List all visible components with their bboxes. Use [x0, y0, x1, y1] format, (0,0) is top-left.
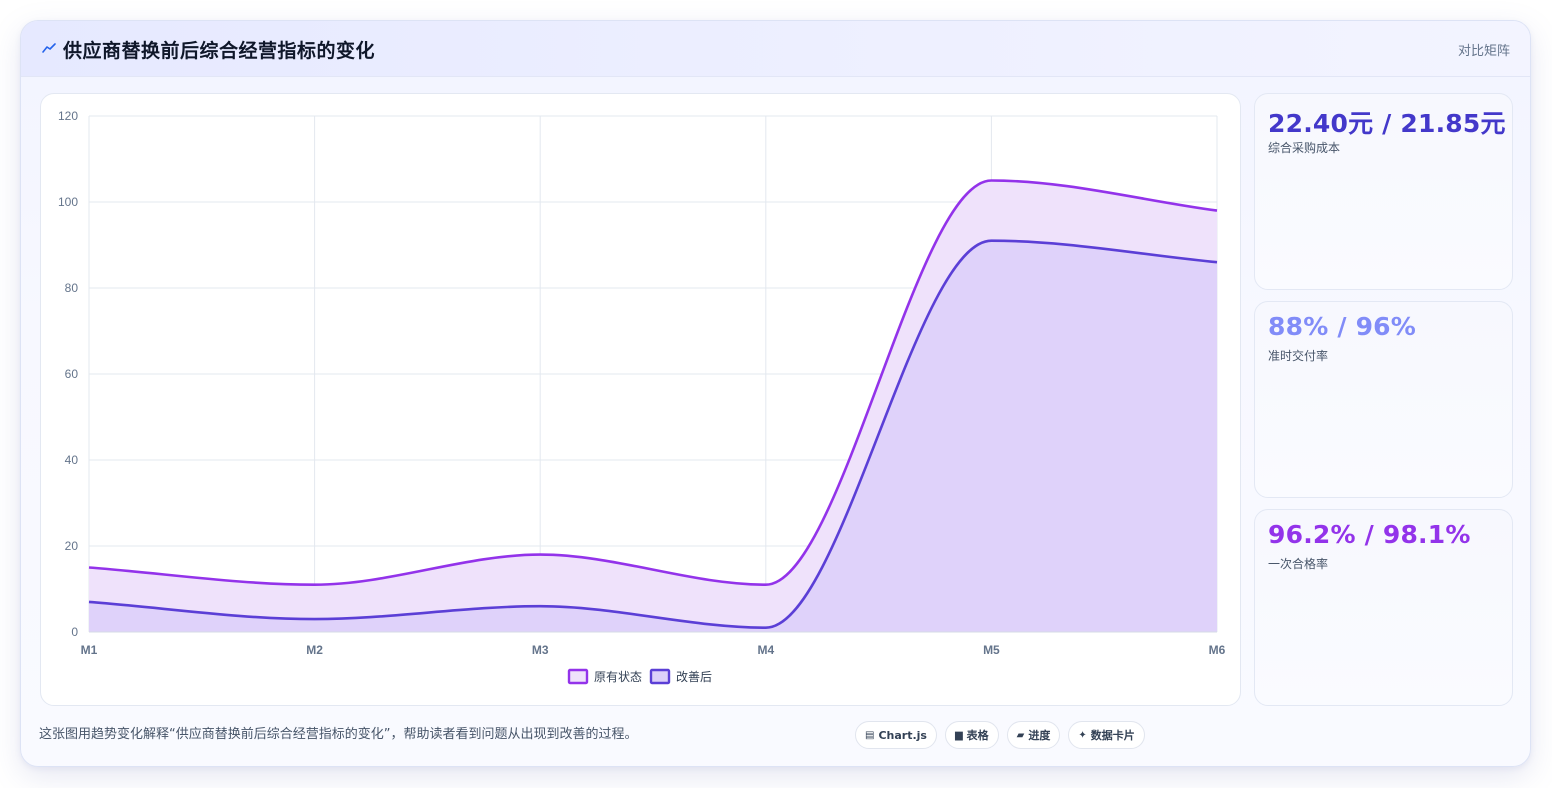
- metric-card-quality: 96.2% / 98.1% 一次合格率: [1254, 509, 1513, 706]
- x-tick-label: M6: [1209, 643, 1226, 657]
- chip-label: 数据卡片: [1090, 729, 1135, 742]
- x-tick-label: M5: [983, 643, 1000, 657]
- series-area-1: [89, 240, 1217, 632]
- legend-label: 原有状态: [594, 670, 642, 684]
- chip-label: 表格: [966, 729, 989, 742]
- legend-swatch: [649, 668, 671, 685]
- x-tick-label: M2: [306, 643, 323, 657]
- sparkle-icon: ✦: [1078, 729, 1087, 741]
- metric-value: 88% / 96%: [1268, 312, 1417, 341]
- table-icon: ▆: [954, 729, 963, 741]
- metric-label: 综合采购成本: [1268, 141, 1341, 155]
- metric-label: 一次合格率: [1268, 557, 1329, 571]
- chip-data-card[interactable]: ✦ 数据卡片: [1068, 721, 1145, 749]
- trend-icon: [42, 43, 56, 53]
- y-tick-label: 60: [65, 367, 79, 381]
- legend-label: 改善后: [676, 669, 712, 684]
- chart-icon: ▤: [865, 729, 875, 741]
- chip-chartjs[interactable]: ▤ Chart.js: [855, 721, 937, 749]
- chip-table[interactable]: ▆ 表格: [944, 721, 999, 749]
- y-tick-label: 0: [71, 625, 78, 639]
- compare-matrix-label[interactable]: 对比矩阵: [1457, 44, 1510, 59]
- chart-description: 这张图用趋势变化解释“供应商替换前后综合经营指标的变化”，帮助读者看到问题从出现…: [39, 727, 638, 742]
- progress-icon: ▰: [1016, 729, 1025, 741]
- metric-label: 准时交付率: [1268, 349, 1329, 363]
- series-line-0: [88, 179, 1218, 586]
- metric-value: 22.40元 / 21.85元: [1268, 109, 1506, 138]
- metric-card-cost: 22.40元 / 21.85元 综合采购成本: [1254, 93, 1513, 290]
- y-tick-label: 100: [58, 195, 78, 209]
- chip-progress[interactable]: ▰ 进度: [1006, 721, 1061, 749]
- chart-panel: 0 20 40 60 80 100 120 M1 M2 M3 M4 M5 M6 原有状态 改善后: [40, 93, 1241, 706]
- x-tick-label: M1: [81, 643, 98, 657]
- series-line-1: [88, 239, 1218, 629]
- y-tick-label: 80: [65, 281, 79, 295]
- metric-card-delivery: 88% / 96% 准时交付率: [1254, 301, 1513, 498]
- card-header: 供应商替换前后综合经营指标的变化 对比矩阵: [21, 21, 1530, 77]
- page-title: 供应商替换前后综合经营指标的变化: [63, 40, 376, 62]
- y-tick-label: 20: [65, 539, 79, 553]
- y-tick-label: 40: [65, 453, 79, 467]
- area-chart: 0 20 40 60 80 100 120 M1 M2 M3 M4 M5 M6 原有状态 改善后: [58, 109, 1226, 685]
- legend-swatch: [567, 668, 589, 685]
- x-tick-label: M3: [532, 643, 549, 657]
- chip-label: 进度: [1028, 729, 1051, 742]
- metric-value: 96.2% / 98.1%: [1268, 520, 1471, 549]
- x-tick-label: M4: [757, 643, 774, 657]
- chip-label: Chart.js: [878, 728, 927, 742]
- chart-card: 供应商替换前后综合经营指标的变化 对比矩阵 0 20 40 60 80 100 120 M1 M…: [20, 20, 1531, 767]
- y-tick-label: 120: [58, 109, 78, 123]
- chip-row: ▤ Chart.js ▆ 表格 ▰ 进度 ✦ 数据卡片: [855, 721, 1145, 749]
